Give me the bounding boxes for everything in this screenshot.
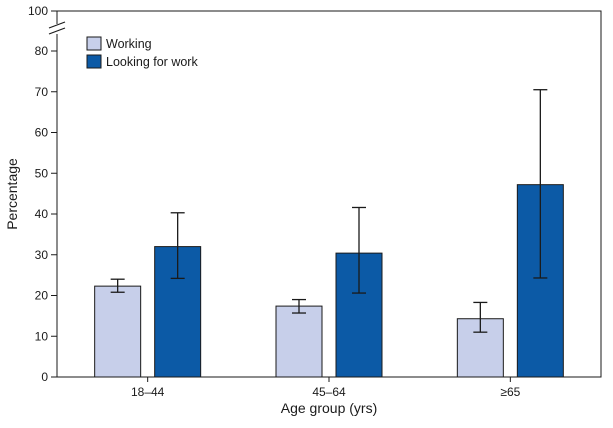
legend-label: Looking for work <box>106 55 198 69</box>
axis-break-gap <box>48 24 66 34</box>
y-tick-label: 80 <box>35 44 49 58</box>
x-axis-title: Age group (yrs) <box>281 400 377 416</box>
legend-swatch <box>86 54 102 69</box>
bar-working <box>275 305 323 378</box>
x-tick-label: 18–44 <box>131 385 165 399</box>
error-bars <box>110 89 548 333</box>
x-tick-label: 45–64 <box>312 385 346 399</box>
y-tick-label: 30 <box>35 248 49 262</box>
legend-swatch <box>86 36 102 51</box>
axis-break-slash <box>48 27 66 35</box>
y-tick-label: 100 <box>28 4 48 18</box>
y-tick-label: 70 <box>35 85 49 99</box>
y-tick-label: 0 <box>41 370 48 384</box>
bar-working <box>94 285 142 378</box>
x-tick-label: ≥65 <box>500 385 520 399</box>
y-tick-label: 40 <box>35 207 49 221</box>
y-tick-label: 60 <box>35 126 49 140</box>
x-axis: 18–44 45–64 ≥65 <box>131 377 521 399</box>
y-tick-label: 20 <box>35 289 49 303</box>
axis-break-slash <box>48 21 66 29</box>
y-axis-break-mark <box>48 21 66 35</box>
y-tick-label: 10 <box>35 329 49 343</box>
legend: Working Looking for work <box>86 36 198 69</box>
y-axis-title: Percentage <box>4 158 20 230</box>
bars <box>94 184 564 378</box>
legend-label: Working <box>106 37 152 51</box>
y-axis: 0 10 20 30 40 50 60 70 80 100 <box>28 4 57 384</box>
y-tick-label: 50 <box>35 166 49 180</box>
